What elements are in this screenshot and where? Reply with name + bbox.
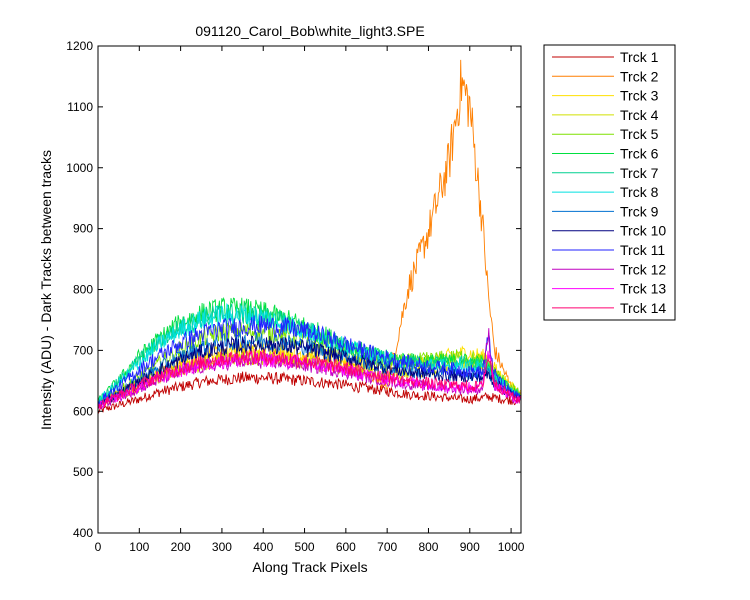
x-tick-label: 0: [95, 540, 102, 554]
x-tick-label: 1000: [498, 540, 525, 554]
x-tick-label: 200: [171, 540, 191, 554]
series-line-7: [97, 302, 521, 407]
x-tick-label: 100: [129, 540, 149, 554]
x-tick-label: 900: [460, 540, 480, 554]
legend-label: Trck 7: [620, 165, 659, 181]
legend-label: Trck 12: [620, 261, 666, 277]
legend-label: Trck 11: [620, 242, 665, 258]
legend-label: Trck 9: [620, 203, 659, 219]
x-tick-label: 700: [377, 540, 397, 554]
series-line-10: [97, 335, 521, 407]
y-tick-label: 400: [73, 526, 93, 540]
x-axis-ticks: 0 100 200 300 400 500 600 700 800 900 1000: [95, 46, 525, 554]
legend-items: Trck 1 Trck 2 Trck 3 Trck 4 Trck 5 Trck 6 Trck…: [552, 49, 666, 316]
legend-label: Trck 1: [620, 49, 659, 65]
legend-label: Trck 14: [620, 300, 666, 316]
x-tick-label: 500: [295, 540, 315, 554]
legend-label: Trck 5: [620, 126, 659, 142]
chart-title: 091120_Carol_Bob\white_light3.SPE: [195, 23, 424, 39]
series-line-14: [97, 349, 521, 410]
series-line-1: [97, 371, 521, 414]
legend: Trck 1 Trck 2 Trck 3 Trck 4 Trck 5 Trck 6 Trck…: [543, 44, 676, 321]
y-tick-label: 1000: [66, 161, 93, 175]
legend-label: Trck 3: [620, 88, 659, 104]
y-tick-label: 500: [73, 465, 93, 479]
legend-label: Trck 2: [620, 68, 659, 84]
legend-label: Trck 6: [620, 146, 659, 162]
x-tick-label: 800: [418, 540, 438, 554]
x-tick-label: 600: [336, 540, 356, 554]
legend-label: Trck 13: [620, 281, 666, 297]
y-tick-label: 900: [73, 222, 93, 236]
y-tick-label: 800: [73, 283, 93, 297]
x-tick-label: 400: [253, 540, 273, 554]
legend-label: Trck 10: [620, 223, 666, 239]
y-tick-label: 1100: [67, 100, 93, 114]
x-tick-label: 300: [212, 540, 232, 554]
series-line-11: [97, 315, 521, 408]
y-tick-label: 1200: [66, 39, 93, 53]
legend-label: Trck 8: [620, 184, 659, 200]
y-tick-label: 700: [73, 343, 93, 357]
x-axis-label: Along Track Pixels: [252, 559, 367, 575]
legend-box: [543, 44, 676, 321]
y-axis-label: Intensity (ADU) - Dark Tracks between tr…: [38, 150, 54, 430]
y-axis-ticks: 400 500 600 700 800 900 1000 1100 1200: [66, 39, 521, 540]
y-tick-label: 600: [73, 404, 93, 418]
plot-area: [98, 46, 521, 533]
legend-label: Trck 4: [620, 107, 659, 123]
series-layer: [97, 59, 521, 414]
